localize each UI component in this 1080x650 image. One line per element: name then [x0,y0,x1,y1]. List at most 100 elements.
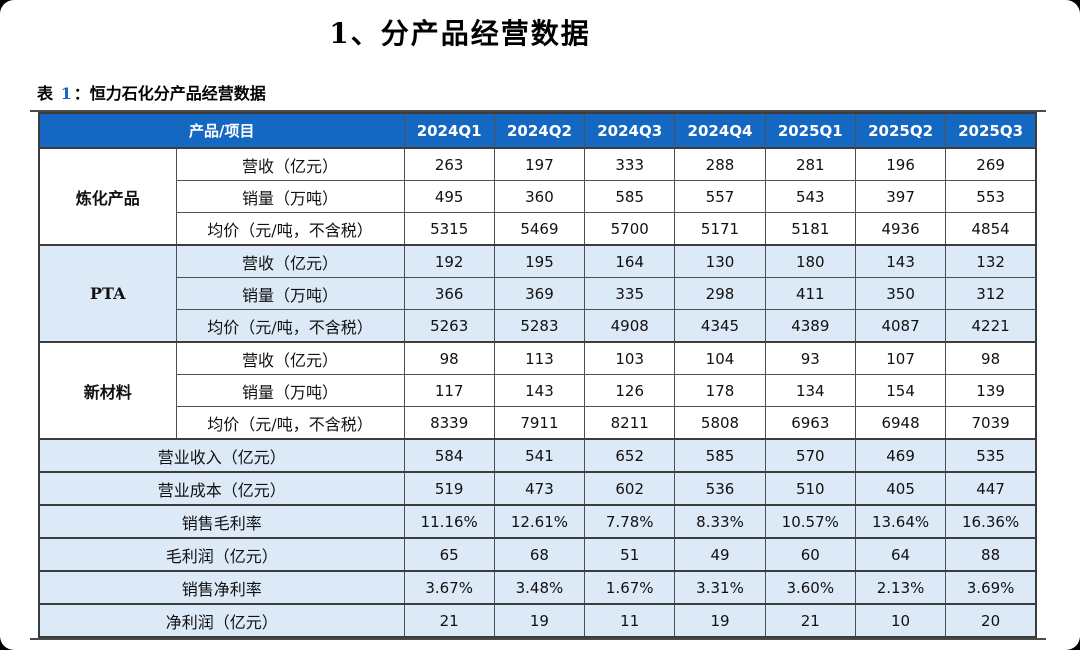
table-row: 销售毛利率 11.16% 12.61% 7.78% 8.33% 10.57% 1… [38,504,1037,539]
value-cell: 5469 [493,212,586,246]
value-cell: 269 [945,147,1037,181]
quarter-header: 2024Q1 [403,112,495,149]
value-cell: 510 [764,471,856,506]
value-cell: 553 [945,180,1037,213]
value-cell: 5283 [493,309,586,343]
row-label: 营收（亿元） [175,147,405,181]
summary-label: 毛利润（亿元） [38,537,405,572]
value-cell: 3.31% [674,570,766,605]
value-cell: 4087 [854,309,947,343]
value-cell: 21 [764,603,856,638]
value-cell: 68 [493,537,586,572]
value-cell: 3.60% [764,570,856,605]
value-cell: 113 [493,341,586,375]
quarter-header: 2024Q3 [584,112,676,149]
value-cell: 4345 [674,309,766,343]
value-cell: 1.67% [584,570,676,605]
value-cell: 298 [674,277,766,310]
value-cell: 570 [764,438,856,473]
value-cell: 7039 [945,406,1037,440]
value-cell: 333 [584,147,676,181]
value-cell: 3.67% [403,570,495,605]
value-cell: 154 [854,374,947,407]
value-cell: 585 [674,438,766,473]
value-cell: 134 [764,374,856,407]
value-cell: 195 [493,244,586,278]
value-cell: 541 [493,438,586,473]
value-cell: 585 [584,180,676,213]
value-cell: 132 [945,244,1037,278]
value-cell: 584 [403,438,495,473]
value-cell: 20 [945,603,1037,638]
value-cell: 192 [403,244,495,278]
summary-label: 销售毛利率 [38,504,405,539]
table-row: 均价（元/吨，不含税） 8339 7911 8211 5808 6963 694… [39,406,1037,440]
value-cell: 180 [764,244,856,278]
table-row: 净利润（亿元） 21 19 11 19 21 10 20 [38,603,1037,638]
value-cell: 447 [945,471,1037,506]
summary-label: 销售净利率 [38,570,405,605]
product-data-table: 产品/项目 2024Q1 2024Q2 2024Q3 2024Q4 2025Q1… [38,112,1037,638]
top-rule [30,110,1046,112]
value-cell: 93 [764,341,856,375]
table-row: 销售净利率 3.67% 3.48% 1.67% 3.31% 3.60% 2.13… [38,570,1037,605]
value-cell: 16.36% [945,504,1037,539]
value-cell: 312 [945,277,1037,310]
value-cell: 369 [493,277,586,310]
value-cell: 60 [764,537,856,572]
table-row: 炼化产品 营收（亿元） 263 197 333 288 281 196 269 [38,147,1037,246]
value-cell: 263 [403,147,495,181]
row-label: 销量（万吨） [175,180,405,213]
value-cell: 473 [493,471,586,506]
table-row: 毛利润（亿元） 65 68 51 49 60 64 88 [38,537,1037,572]
summary-label: 净利润（亿元） [38,603,405,638]
summary-label: 营业收入（亿元） [38,438,405,473]
value-cell: 405 [854,471,947,506]
section-title: 1、分产品经营数据 [329,17,591,50]
value-cell: 178 [674,374,766,407]
value-cell: 602 [584,471,676,506]
value-cell: 411 [764,277,856,310]
table-caption: 表 1 ：恒力石化分产品经营数据 [37,80,1080,104]
value-cell: 139 [945,374,1037,407]
value-cell: 3.48% [493,570,586,605]
value-cell: 104 [674,341,766,375]
value-cell: 8339 [403,406,495,440]
value-cell: 7911 [493,406,586,440]
value-cell: 360 [493,180,586,213]
value-cell: 4936 [854,212,947,246]
value-cell: 164 [584,244,676,278]
value-cell: 5808 [674,406,766,440]
value-cell: 469 [854,438,947,473]
value-cell: 5171 [674,212,766,246]
value-cell: 51 [584,537,676,572]
value-cell: 8.33% [674,504,766,539]
value-cell: 397 [854,180,947,213]
value-cell: 11 [584,603,676,638]
value-cell: 8211 [584,406,676,440]
value-cell: 6948 [854,406,947,440]
table-row: 新材料 营收（亿元） 98 113 103 104 93 107 98 [38,341,1037,440]
caption-text: ：恒力石化分产品经营数据 [73,84,266,103]
quarter-header: 2024Q2 [493,112,586,149]
value-cell: 519 [403,471,495,506]
value-cell: 4908 [584,309,676,343]
value-cell: 350 [854,277,947,310]
value-cell: 143 [854,244,947,278]
value-cell: 288 [674,147,766,181]
quarter-header: 2025Q1 [764,112,856,149]
row-label: 营收（亿元） [175,341,405,375]
group-cell-pta: PTA [38,244,177,343]
value-cell: 5700 [584,212,676,246]
value-cell: 126 [584,374,676,407]
header-row: 产品/项目 2024Q1 2024Q2 2024Q3 2024Q4 2025Q1… [38,112,1037,149]
table-row: 营业收入（亿元） 584 541 652 585 570 469 535 [38,438,1037,473]
value-cell: 13.64% [854,504,947,539]
value-cell: 19 [493,603,586,638]
value-cell: 103 [584,341,676,375]
value-cell: 98 [403,341,495,375]
value-cell: 130 [674,244,766,278]
value-cell: 19 [674,603,766,638]
quarter-header: 2025Q3 [945,112,1037,149]
